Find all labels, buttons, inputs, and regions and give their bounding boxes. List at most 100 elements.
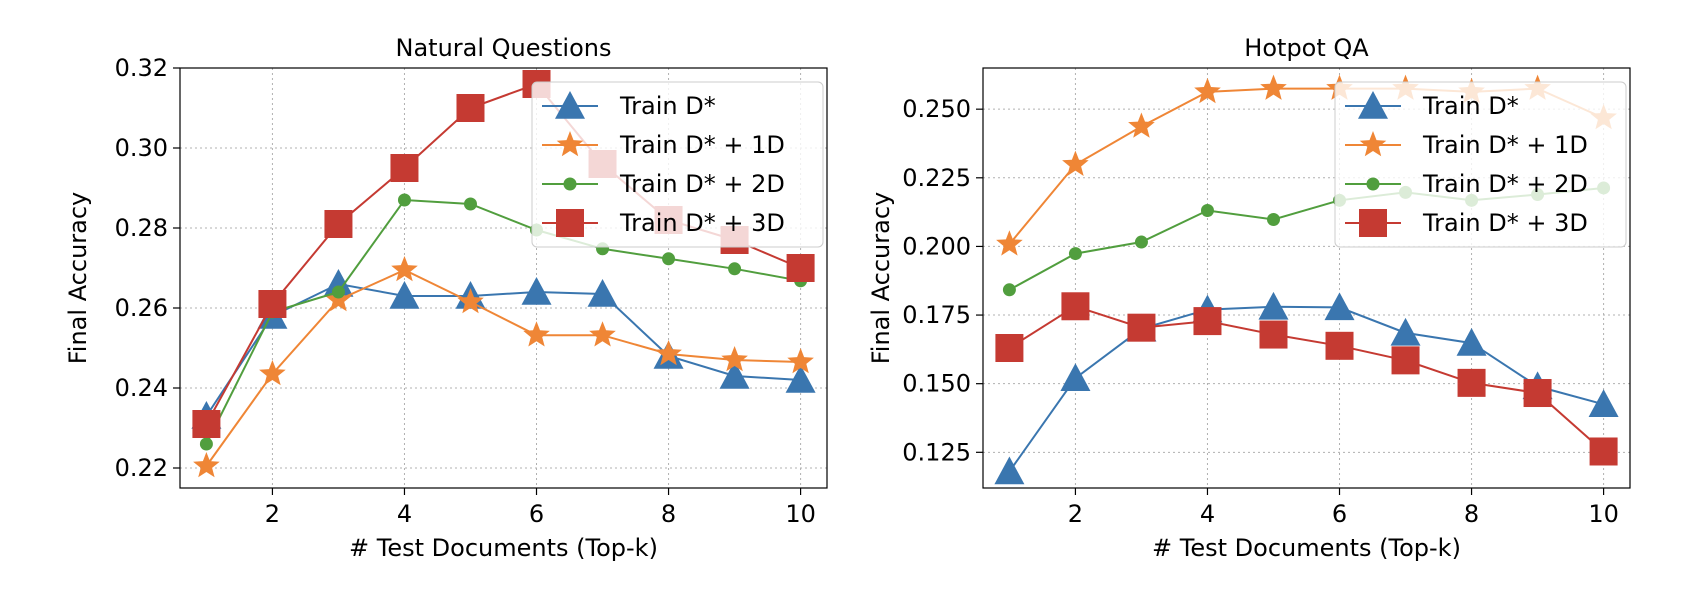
series-square [995, 292, 1618, 466]
legend-marker [556, 131, 584, 157]
data-point [1060, 363, 1091, 391]
legend-item: Train D* + 3D [542, 209, 785, 237]
legend-item: Train D* [1345, 91, 1519, 120]
data-point [324, 210, 353, 238]
x-tick-label: 6 [529, 500, 544, 528]
data-point [1068, 247, 1082, 261]
y-axis-label: Final Accuracy [867, 192, 895, 365]
data-point [1061, 292, 1090, 321]
x-axis-label: # Test Documents (Top-k) [349, 534, 658, 562]
data-point [391, 256, 418, 282]
data-point [662, 252, 676, 266]
data-point [1390, 317, 1421, 346]
legend-box [1334, 81, 1627, 248]
chart-hotpot-qa: 2 4 6 8 10 0.125 0.150 0.175 0.200 0.225 0.250 Hotp… [867, 34, 1631, 562]
y-tick-label: 0.22 [115, 454, 168, 482]
data-point [521, 277, 552, 305]
chart-natural-questions: 2 4 6 8 10 0.22 0.24 0.26 0.28 0.30 0.32 Natural Qu… [64, 34, 828, 562]
data-point [1391, 346, 1420, 375]
data-point [192, 410, 221, 438]
y-tick-label: 0.30 [115, 134, 168, 162]
x-tick-label: 10 [785, 500, 816, 528]
data-point [325, 286, 352, 312]
data-point [457, 288, 484, 314]
data-point [397, 193, 411, 207]
legend-label: Train D* [619, 92, 716, 120]
data-point [1134, 235, 1148, 249]
x-tick-label: 10 [1588, 500, 1619, 528]
legend: Train D* Train D* + 1D Train D* + 2D Train … [1334, 81, 1627, 248]
y-tick-label: 0.150 [902, 370, 971, 398]
data-point [787, 348, 814, 374]
data-point [786, 254, 815, 282]
data-point [721, 346, 748, 372]
legend-item: Train D* [542, 91, 716, 120]
x-axis-label: # Test Documents (Top-k) [1152, 534, 1461, 562]
data-point [1194, 77, 1221, 104]
chart-title: Natural Questions [396, 34, 612, 62]
data-point [1260, 74, 1287, 100]
y-tick-label: 0.24 [115, 374, 168, 402]
series-star [193, 256, 814, 478]
data-point [1588, 389, 1619, 418]
legend-item: Train D* + 2D [542, 170, 785, 198]
data-point [1062, 150, 1089, 176]
data-point [1324, 292, 1355, 321]
y-axis-label: Final Accuracy [64, 192, 92, 365]
legend: Train D* Train D* + 1D Train D* + 2D Train … [531, 81, 824, 248]
data-point [995, 334, 1024, 362]
data-point [587, 279, 618, 307]
legend-label: Train D* + 1D [619, 131, 785, 159]
series-line [205, 268, 801, 467]
legend-item: Train D* + 1D [1345, 131, 1588, 159]
legend-marker [563, 177, 577, 191]
legend-marker [555, 91, 585, 119]
data-point [463, 197, 477, 211]
data-point [1128, 112, 1155, 138]
data-point [1200, 203, 1214, 217]
data-point [719, 361, 750, 389]
x-tick-label: 8 [1464, 500, 1479, 528]
series-line [1008, 305, 1604, 473]
data-point [1457, 368, 1486, 397]
data-point [1266, 213, 1280, 227]
data-point [994, 456, 1025, 485]
data-point [728, 262, 742, 276]
data-point [785, 365, 816, 393]
y-tick-label: 0.32 [115, 54, 168, 82]
data-point [331, 285, 345, 299]
x-tick-label: 4 [397, 500, 412, 528]
x-tick-label: 8 [661, 500, 676, 528]
y-tick-label: 0.225 [902, 164, 971, 192]
series-line [1008, 305, 1605, 453]
y-tick-label: 0.28 [115, 214, 168, 242]
data-point [655, 340, 682, 366]
data-point [996, 230, 1023, 256]
y-tick-label: 0.200 [902, 232, 971, 260]
series-line [205, 198, 801, 445]
legend-label: Train D* + 3D [619, 209, 785, 237]
data-point [199, 437, 213, 451]
data-point [390, 154, 419, 182]
x-tick-label: 2 [265, 500, 280, 528]
legend-box [531, 81, 824, 248]
legend-label: Train D* + 2D [619, 170, 785, 198]
legend-item: Train D* + 3D [1345, 209, 1588, 237]
data-point [1523, 379, 1552, 408]
x-tick-label: 6 [1332, 500, 1347, 528]
legend-item: Train D* + 2D [1345, 170, 1588, 198]
data-point [1258, 291, 1289, 320]
data-point [389, 281, 420, 309]
y-tick-label: 0.250 [902, 95, 971, 123]
data-point [193, 452, 220, 478]
data-point [1589, 437, 1618, 466]
data-point [523, 321, 550, 347]
legend-label: Train D* + 3D [1422, 209, 1588, 237]
data-point [258, 290, 287, 318]
data-point [1259, 320, 1288, 349]
axes-frame [179, 67, 828, 489]
legend-label: Train D* + 1D [1422, 131, 1588, 159]
y-tick-label: 0.175 [902, 301, 971, 329]
legend-marker [1366, 177, 1380, 191]
